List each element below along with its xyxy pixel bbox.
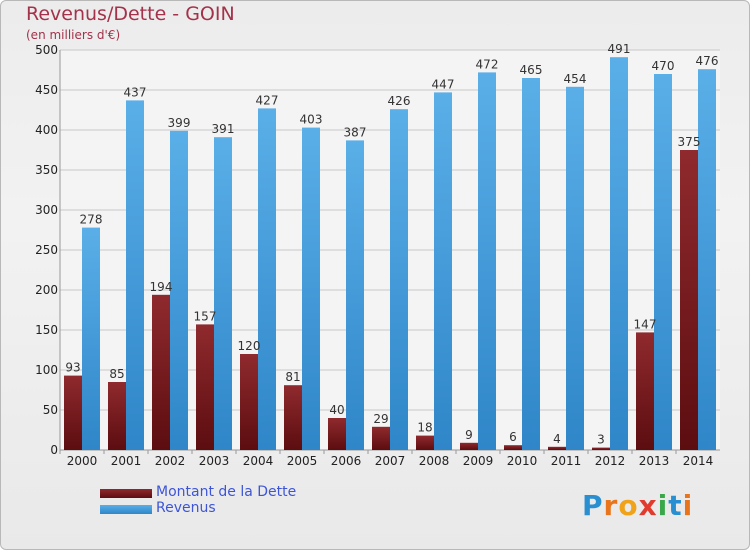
x-tick-label: 2007 — [375, 454, 406, 468]
data-label-dette: 6 — [509, 430, 517, 444]
x-tick-label: 2000 — [67, 454, 98, 468]
data-label-revenus: 454 — [564, 72, 587, 86]
bar-dette — [592, 447, 610, 450]
data-label-revenus: 278 — [80, 213, 103, 227]
y-tick-label: 50 — [43, 403, 58, 417]
x-tick-label: 2013 — [639, 454, 670, 468]
bar-revenus — [654, 74, 672, 450]
data-label-revenus: 437 — [124, 85, 147, 99]
bar-dette — [284, 385, 302, 450]
x-tick-label: 2003 — [199, 454, 230, 468]
bar-revenus — [82, 227, 100, 450]
bar-dette — [108, 382, 126, 450]
bar-dette — [240, 354, 258, 450]
chart-subtitle: (en milliers d'€) — [26, 28, 121, 42]
bar-dette — [196, 324, 214, 450]
data-label-revenus: 491 — [608, 42, 631, 56]
data-label-dette: 18 — [417, 421, 432, 435]
data-label-revenus: 472 — [476, 57, 499, 71]
y-tick-label: 100 — [35, 363, 58, 377]
x-tick-label: 2014 — [683, 454, 714, 468]
bar-revenus — [522, 78, 540, 450]
bar-dette — [636, 332, 654, 450]
y-tick-label: 250 — [35, 243, 58, 257]
data-label-revenus: 427 — [256, 93, 279, 107]
data-label-revenus: 426 — [388, 94, 411, 108]
bar-dette — [460, 442, 478, 450]
bar-revenus — [170, 130, 188, 451]
bar-revenus — [478, 72, 496, 451]
bar-dette — [504, 445, 522, 450]
bar-revenus — [434, 92, 452, 451]
data-label-dette: 93 — [65, 361, 80, 375]
bar-revenus — [302, 127, 320, 450]
bar-revenus — [126, 100, 144, 451]
x-tick-label: 2012 — [595, 454, 626, 468]
data-label-dette: 147 — [634, 317, 657, 331]
bar-dette — [548, 446, 566, 450]
y-tick-label: 150 — [35, 323, 58, 337]
y-tick-label: 300 — [35, 203, 58, 217]
bar-dette — [64, 375, 82, 450]
proxiti-logo: Proxiti — [582, 489, 694, 522]
data-label-dette: 120 — [238, 339, 261, 353]
x-tick-label: 2005 — [287, 454, 318, 468]
data-label-dette: 3 — [597, 433, 605, 447]
chart-title: Revenus/Dette - GOIN — [26, 3, 235, 25]
bar-revenus — [258, 108, 276, 451]
data-label-revenus: 391 — [212, 122, 235, 136]
y-tick-label: 400 — [35, 123, 58, 137]
legend-label-dette: Montant de la Dette — [156, 484, 297, 500]
data-label-revenus: 465 — [520, 63, 543, 77]
x-tick-label: 2010 — [507, 454, 538, 468]
x-tick-label: 2006 — [331, 454, 362, 468]
bar-revenus — [610, 57, 628, 450]
y-tick-label: 500 — [35, 43, 58, 57]
data-label-dette: 194 — [150, 280, 173, 294]
data-label-revenus: 476 — [696, 54, 719, 68]
bar-revenus — [346, 140, 364, 450]
data-label-revenus: 399 — [168, 116, 191, 130]
bar-revenus — [214, 137, 232, 450]
data-label-revenus: 387 — [344, 125, 367, 139]
data-label-dette: 40 — [329, 403, 344, 417]
data-label-revenus: 470 — [652, 59, 675, 73]
x-tick-label: 2001 — [111, 454, 142, 468]
y-tick-label: 350 — [35, 163, 58, 177]
y-tick-label: 450 — [35, 83, 58, 97]
bar-revenus — [698, 69, 716, 450]
x-tick-label: 2011 — [551, 454, 582, 468]
data-label-dette: 9 — [465, 428, 473, 442]
data-label-dette: 4 — [553, 432, 561, 446]
bar-dette — [416, 435, 434, 450]
x-tick-label: 2004 — [243, 454, 274, 468]
axes: 0 50 100 150 200 250 300 350 400 450 500 2000 2001 20… — [35, 43, 720, 468]
data-label-revenus: 403 — [300, 113, 323, 127]
legend-label-revenus: Revenus — [156, 500, 216, 516]
data-label-dette: 29 — [373, 412, 388, 426]
legend-swatch-revenus — [100, 505, 152, 514]
y-tick-label: 200 — [35, 283, 58, 297]
data-label-dette: 375 — [678, 135, 701, 149]
x-tick-label: 2008 — [419, 454, 450, 468]
data-label-dette: 81 — [285, 370, 300, 384]
data-label-dette: 85 — [109, 367, 124, 381]
bar-dette — [680, 150, 698, 450]
y-tick-label: 0 — [50, 443, 58, 457]
data-label-revenus: 447 — [432, 77, 455, 91]
data-label-dette: 157 — [194, 309, 217, 323]
bars — [64, 57, 716, 451]
x-tick-label: 2009 — [463, 454, 494, 468]
bar-dette — [328, 418, 346, 450]
x-tick-label: 2002 — [155, 454, 186, 468]
legend-swatch-dette — [100, 489, 152, 498]
bar-dette — [372, 426, 390, 450]
bar-revenus — [566, 86, 584, 451]
bar-revenus — [390, 109, 408, 450]
bar-dette — [152, 294, 170, 450]
data-labels: 9327885437194399157391120427814034038729… — [65, 42, 718, 446]
